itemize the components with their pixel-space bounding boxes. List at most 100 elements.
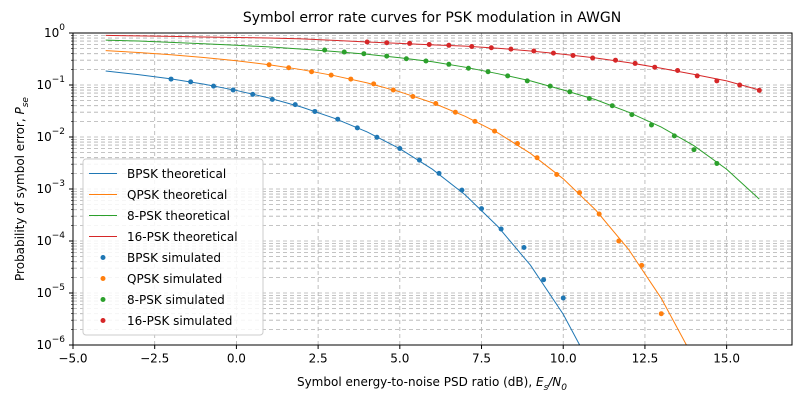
data-point — [384, 53, 390, 59]
data-point — [479, 206, 485, 212]
data-point — [675, 68, 681, 74]
legend-swatch — [100, 276, 106, 281]
label-part: Probability of symbol error, — [13, 115, 27, 281]
x-axis-label: Symbol energy-to-noise PSD ratio (dB), E… — [297, 375, 567, 393]
data-point — [652, 64, 658, 70]
data-point — [168, 76, 174, 82]
data-point — [671, 133, 677, 139]
series-line — [105, 70, 581, 345]
data-point — [632, 60, 638, 66]
data-point — [570, 52, 576, 58]
data-point — [609, 103, 615, 109]
plot-frame — [72, 32, 793, 346]
data-point — [426, 42, 432, 48]
data-point — [407, 40, 413, 46]
data-point — [485, 69, 491, 75]
legend-label: QPSK simulated — [127, 272, 222, 286]
data-point — [472, 118, 478, 124]
legend-box — [82, 158, 264, 336]
data-point — [384, 40, 390, 46]
data-point — [354, 125, 360, 131]
legend-label: QPSK theoretical — [127, 188, 227, 202]
data-point — [188, 79, 194, 85]
tick-base: 10 — [36, 338, 51, 352]
data-point — [550, 50, 556, 56]
legend-label: 8-PSK theoretical — [127, 209, 230, 223]
x-tick-label: 2.5 — [309, 352, 328, 366]
data-point — [658, 311, 664, 317]
legend-label: BPSK theoretical — [127, 167, 226, 181]
data-point — [629, 112, 635, 118]
chart-title: Symbol error rate curves for PSK modulat… — [243, 10, 621, 26]
data-point — [590, 55, 596, 61]
data-point — [560, 295, 566, 301]
tick-exponent: 0 — [59, 23, 65, 33]
label-part: P — [13, 107, 27, 115]
tick-exponent: −1 — [52, 75, 65, 85]
data-point — [410, 94, 416, 100]
series-line — [105, 34, 760, 91]
data-point — [286, 65, 292, 71]
x-tick-label: 0.0 — [227, 352, 246, 366]
tick-exponent: −6 — [52, 335, 66, 345]
x-tick-label: 7.5 — [472, 352, 491, 366]
x-tick-label: −2.5 — [140, 352, 169, 366]
y-tick-label: 10−4 — [36, 231, 65, 248]
label-part: Symbol energy-to-noise PSD ratio (dB), — [297, 375, 536, 389]
data-point — [534, 155, 540, 161]
series-line — [105, 39, 760, 200]
data-point — [416, 157, 422, 163]
label-part: s — [544, 383, 549, 393]
y-tick-label: 10−2 — [36, 127, 65, 144]
data-point — [452, 109, 458, 115]
data-point — [756, 87, 762, 93]
legend-label: 8-PSK simulated — [127, 293, 225, 307]
data-point — [639, 262, 645, 268]
x-tick-label: 10.0 — [550, 352, 577, 366]
data-point — [335, 116, 341, 122]
label-part: 0 — [561, 383, 567, 393]
data-point — [714, 78, 720, 84]
data-point — [361, 51, 367, 57]
data-point — [403, 56, 409, 62]
data-point — [514, 140, 520, 146]
tick-base: 10 — [36, 78, 51, 92]
data-point — [492, 128, 498, 134]
data-point — [567, 89, 573, 95]
data-point — [446, 42, 452, 48]
data-point — [596, 211, 602, 217]
data-point — [328, 72, 334, 78]
data-point — [648, 122, 654, 128]
data-point — [446, 61, 452, 67]
data-point — [269, 96, 275, 102]
x-tick-label: 5.0 — [390, 352, 409, 366]
legend-swatch — [100, 297, 106, 302]
legend-swatch — [100, 318, 106, 323]
label-part: E — [536, 375, 544, 389]
data-point — [371, 81, 377, 87]
tick-exponent: −2 — [52, 127, 65, 137]
y-tick-label: 10−1 — [36, 75, 65, 92]
data-point — [211, 83, 217, 89]
data-point — [547, 83, 553, 89]
data-point — [322, 47, 328, 53]
tick-base: 10 — [36, 130, 51, 144]
data-point — [465, 65, 471, 71]
tick-exponent: −4 — [52, 231, 66, 241]
data-point — [691, 147, 697, 153]
tick-base: 10 — [36, 234, 51, 248]
x-tick-label: 12.5 — [632, 352, 659, 366]
data-point — [309, 69, 315, 75]
legend-label: 16-PSK theoretical — [127, 230, 238, 244]
y-axis-label: Probability of symbol error, Pse — [13, 97, 31, 281]
data-point — [508, 46, 514, 52]
data-point — [714, 160, 720, 166]
tick-base: 10 — [44, 26, 59, 40]
data-point — [694, 73, 700, 79]
data-point — [521, 244, 527, 250]
data-point — [616, 238, 622, 244]
data-point — [524, 78, 530, 84]
series-line — [105, 50, 688, 345]
y-tick-label: 10−5 — [36, 283, 65, 300]
